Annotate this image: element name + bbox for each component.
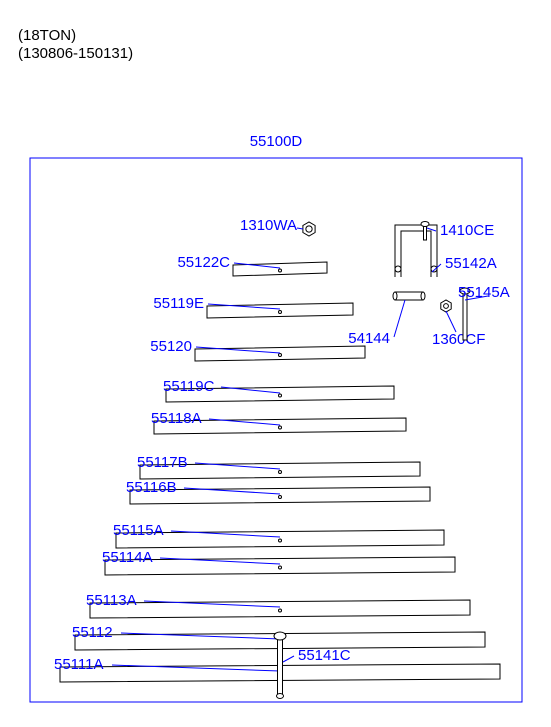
label-55120: 55120 [150, 338, 192, 355]
leaf-hole [279, 539, 282, 542]
label-55118A: 55118A [151, 410, 202, 427]
small-bolt-head [421, 222, 429, 227]
label-55119C: 55119C [163, 378, 215, 395]
label-55122C: 55122C [177, 254, 230, 271]
leaf-hole [279, 311, 282, 314]
nut2 [441, 300, 451, 312]
leaf-hole [279, 496, 282, 499]
label-55112: 55112 [72, 624, 113, 641]
center-bolt-tip [277, 694, 284, 699]
leaf-hole [279, 269, 282, 272]
leader-1310WA [297, 228, 303, 229]
pin-end [393, 292, 397, 300]
label-55113A: 55113A [86, 592, 137, 609]
label-1360CF: 1360CF [432, 331, 485, 348]
leaf-hole [279, 609, 282, 612]
frame [30, 158, 522, 702]
leaf-hole [279, 394, 282, 397]
center-bolt-shaft [278, 636, 283, 696]
leader-1360CF [446, 311, 456, 332]
leaf-hole [279, 354, 282, 357]
label-54144: 54144 [348, 330, 390, 347]
label-1410CE: 1410CE [440, 222, 494, 239]
leaf-hole [279, 566, 282, 569]
label-55114A: 55114A [102, 549, 153, 566]
leaf-hole [279, 471, 282, 474]
diagram-canvas: (18TON)(130806-150131) 55100D 55122C 55119E… [0, 0, 551, 727]
pin-end [421, 292, 425, 300]
leader-54144 [394, 300, 405, 337]
meta-line2: (130806-150131) [18, 45, 133, 62]
label-55145A: 55145A [458, 284, 510, 301]
label-55116B: 55116B [126, 479, 177, 496]
label-55117B: 55117B [137, 454, 188, 471]
title-label: 55100D [250, 133, 303, 150]
center-bolt-head [274, 632, 286, 640]
ubracket-hole [395, 266, 401, 272]
label-55119E: 55119E [153, 295, 204, 312]
label-55115A: 55115A [113, 522, 164, 539]
leaf-hole [279, 426, 282, 429]
meta-line1: (18TON) [18, 27, 76, 44]
label-1310WA: 1310WA [240, 217, 297, 234]
pin [395, 292, 423, 300]
label-55142A: 55142A [445, 255, 497, 272]
label-55141C: 55141C [298, 647, 351, 664]
label-55111A: 55111A [54, 656, 104, 673]
leader-55141C [283, 656, 294, 662]
nut-icon [303, 222, 315, 236]
